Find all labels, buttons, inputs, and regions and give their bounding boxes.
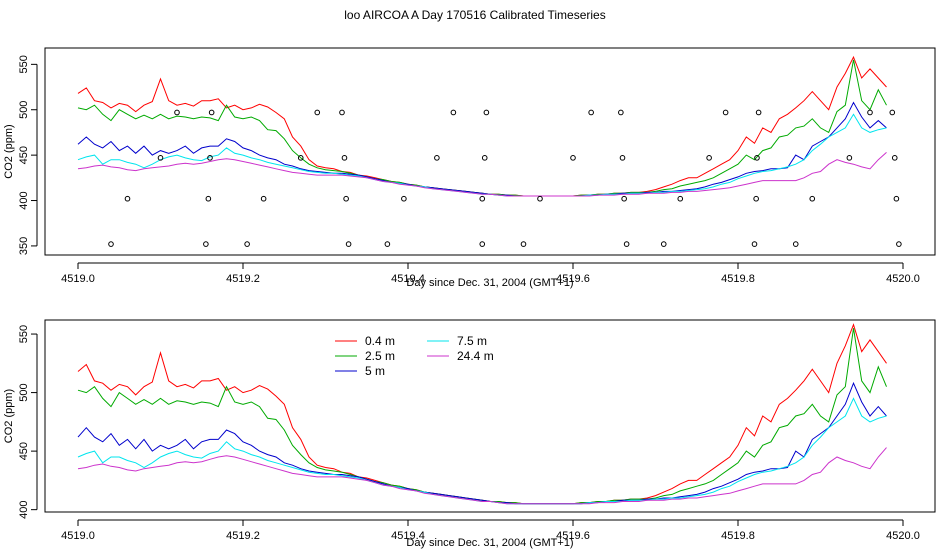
data-point [677,195,684,202]
data-point [621,195,627,202]
data-point [314,109,321,116]
data-point [846,155,853,161]
data-point [481,155,488,161]
plot-frame [44,47,936,256]
series-line-24-4-m [77,152,887,197]
data-point [623,241,630,247]
x-tick-label: 4519.8 [721,530,755,542]
data-point [450,109,457,116]
y-tick-label: 400 [18,500,30,518]
x-tick-label: 4519.2 [226,273,260,285]
data-point [208,109,215,116]
data-point [751,241,758,247]
data-point [867,109,873,116]
series-line-7-5-m [77,113,887,197]
data-point [345,241,352,247]
data-point [755,109,762,116]
data-point [588,109,594,116]
series-line-7-5-m [77,397,887,505]
y-tick-label: 500 [18,383,30,401]
x-tick-label: 4519.6 [556,530,590,542]
data-point [706,155,712,161]
y-axis-title: CO2 (ppm) [3,124,15,178]
data-point [479,241,486,247]
data-point [174,109,180,116]
data-point [722,109,729,116]
data-point [207,155,213,161]
series-line-0-4-m [77,55,887,197]
data-point [479,195,486,202]
legend-label: 7.5 m [457,334,487,348]
x-tick-label: 4519.0 [61,273,95,285]
series-line-24-4-m [77,447,887,505]
data-point [753,195,759,202]
x-tick-label: 4519.4 [391,530,425,542]
x-tick-label: 4519.8 [721,273,755,285]
data-point [618,109,624,116]
x-tick-label: 4520.0 [886,530,920,542]
data-point [792,241,799,247]
data-point [124,195,131,202]
y-tick-label: 450 [18,442,30,460]
data-point [889,109,896,116]
data-point [203,241,209,247]
series-line-5-m [77,381,887,505]
data-point [754,155,760,161]
data-point [108,241,114,247]
data-point [157,155,164,161]
data-point [343,195,349,202]
y-tick-label: 500 [18,101,30,119]
legend: 0.4 m2.5 m5 m 7.5 m24.4 m [335,334,494,378]
data-point [537,195,543,202]
y-tick-label: 400 [18,191,30,209]
legend-label: 24.4 m [457,349,494,363]
x-tick-label: 4519.6 [556,273,590,285]
data-point [384,241,391,247]
legend-label: 2.5 m [365,349,395,363]
chart-title: loo AIRCOA A Day 170516 Calibrated Times… [344,8,606,22]
data-point [891,155,898,161]
x-axis-title: Day since Dec. 31, 2004 (GMT+1) [406,537,573,549]
x-tick-label: 4520.0 [886,273,920,285]
chart-panel-1: 4519.0 4519.2 4519.4 4519.6 4519.8 4520.0 350 4… [3,47,936,289]
data-point [893,195,900,202]
data-point [341,155,348,161]
y-tick-label: 550 [18,325,30,343]
data-point [483,109,490,116]
legend-label: 5 m [365,364,385,378]
series-line-2-5-m [77,59,887,197]
data-point [297,155,304,161]
data-point [809,195,816,202]
data-point [619,155,626,161]
x-tick-label: 4519.4 [391,273,425,285]
y-tick-label: 450 [18,146,30,164]
y-tick-label: 550 [18,55,30,73]
data-point [401,195,407,202]
data-point [244,241,250,247]
plot-frame [44,319,936,513]
legend-label: 0.4 m [365,334,395,348]
data-point [660,241,667,247]
y-tick-label: 350 [18,237,30,255]
x-tick-label: 4519.2 [226,530,260,542]
data-point [434,155,440,161]
data-point [260,195,267,202]
y-axis-title: CO2 (ppm) [3,389,15,443]
data-point [896,241,902,247]
data-point [520,241,527,247]
data-point [570,155,576,161]
chart-panel-2: 4519.0 4519.2 4519.4 4519.6 4519.8 4520.0 400 4… [3,319,936,549]
x-tick-label: 4519.0 [61,530,95,542]
data-point [205,195,212,202]
x-axis-title: Day since Dec. 31, 2004 (GMT+1) [406,277,573,289]
data-point [339,109,345,116]
series-line-5-m [77,101,887,197]
